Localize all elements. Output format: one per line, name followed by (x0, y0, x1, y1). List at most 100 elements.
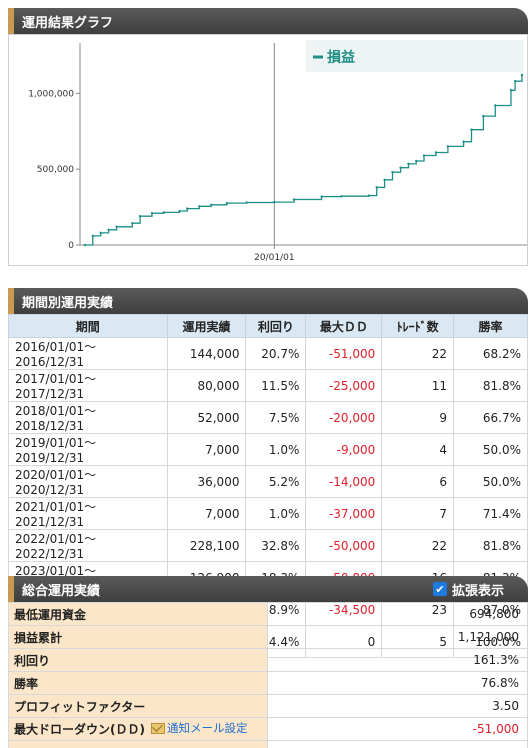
period-panel-title: 期間別運用実績 (22, 295, 114, 311)
data-point (482, 114, 485, 118)
summary-label: 勝率 (8, 671, 268, 695)
winrate-cell: 81.8% (453, 369, 528, 402)
data-point (320, 195, 323, 198)
data-point (470, 128, 473, 131)
data-point (131, 221, 134, 225)
max-dd-cell: -51,000 (305, 337, 383, 370)
trades-cell: 22 (381, 529, 455, 562)
data-point (150, 211, 154, 215)
data-point (391, 171, 394, 174)
chart-panel-title: 運用結果グラフ (22, 15, 114, 31)
data-point (494, 104, 497, 107)
data-point (513, 80, 517, 83)
summary-row: プロフィットファクター 3.50 (8, 694, 528, 718)
summary-label-text: 損益累計 (14, 630, 63, 645)
data-point (91, 234, 94, 238)
data-point (186, 207, 189, 210)
period-panel-header: 期間別運用実績 (8, 288, 528, 314)
period-row: 2019/01/01～2019/12/31 7,000 1.0% -9,000 4 50.… (8, 433, 528, 466)
data-point (383, 178, 386, 181)
period-cell: 2019/01/01～2019/12/31 (8, 433, 168, 466)
summary-label-text: 最低運用資金 (14, 607, 87, 622)
result-cell: 144,000 (166, 337, 247, 370)
summary-label: 最低運用資金 (8, 602, 268, 626)
winrate-cell: 66.7% (453, 401, 528, 434)
data-point (434, 151, 438, 154)
summary-value: 76.8% (267, 671, 528, 695)
data-point (509, 88, 513, 92)
summary-label: プロフィットファクター (8, 694, 268, 718)
period-row: 2020/01/01～2020/12/31 36,000 5.2% -14,000 6 5… (8, 465, 528, 498)
data-point (198, 205, 201, 208)
trades-cell: 22 (381, 337, 455, 370)
data-point (178, 209, 181, 213)
yield-cell: 1.0% (245, 497, 307, 530)
chart-svg: 0 500,000 1,000,000 20/01/01 損益 (28, 40, 527, 263)
period-cell: 2017/01/01～2017/12/31 (8, 369, 168, 402)
summary-value: 161.3% (267, 648, 528, 672)
result-cell: 7,000 (166, 497, 247, 530)
legend-label: 損益 (327, 49, 355, 66)
summary-value: 1,121,000 (267, 625, 528, 649)
winrate-cell: 50.0% (453, 465, 528, 498)
data-point (375, 186, 378, 189)
data-point (422, 154, 426, 157)
chart-panel-header: 運用結果グラフ (8, 8, 528, 34)
summary-label-text: プロフィットファクター (14, 699, 146, 714)
max-dd-cell: -9,000 (305, 433, 383, 466)
result-cell: 7,000 (166, 433, 247, 466)
summary-label-text: 利回り (14, 653, 51, 668)
winrate-cell: 81.8% (453, 529, 528, 562)
data-point (399, 166, 402, 169)
trades-cell: 7 (381, 497, 455, 530)
result-cell: 52,000 (166, 401, 247, 434)
data-point (99, 231, 102, 235)
yield-cell: 1.0% (245, 433, 307, 466)
summary-panel-header: 総合運用実績 ✔ 拡張表示 (8, 576, 528, 602)
summary-row: 最低運用資金 694,800 (8, 602, 528, 626)
header-accent (8, 288, 14, 314)
period-cell: 2016/01/01～2016/12/31 (8, 337, 168, 370)
mail-icon (150, 722, 165, 734)
y-tick-label: 500,000 (37, 165, 74, 175)
period-cell: 2021/01/01～2021/12/31 (8, 497, 168, 530)
data-point (415, 159, 418, 163)
data-point (83, 243, 87, 247)
notify-mail-link[interactable]: 通知メール設定 (150, 720, 247, 736)
period-row: 2016/01/01～2016/12/31 144,000 20.7% -51,000… (8, 337, 528, 370)
summary-label-text: 勝率 (14, 676, 39, 691)
y-tick-label: 1,000,000 (28, 89, 74, 99)
data-point (446, 145, 450, 148)
data-point (225, 201, 229, 205)
data-point (115, 225, 118, 229)
trades-cell: 6 (381, 465, 455, 498)
summary-row (8, 740, 528, 748)
max-dd-cell: -14,000 (305, 465, 383, 498)
summary-label: 損益累計 (8, 625, 268, 649)
winrate-cell: 68.2% (453, 337, 528, 370)
yield-cell: 7.5% (245, 401, 307, 434)
data-point (367, 194, 371, 197)
col-yield: 利回り (245, 314, 307, 338)
col-trades: ﾄﾚｰﾄﾞ数 (381, 314, 455, 338)
summary-row: 最大ドローダウン(ＤＤ) 通知メール設定 -51,000 (8, 717, 528, 741)
summary-panel-title: 総合運用実績 (22, 583, 101, 599)
col-max-dd: 最大ＤＤ (305, 314, 383, 338)
summary-value: -51,000 (267, 717, 528, 741)
series-line-profit (85, 75, 523, 246)
winrate-cell: 50.0% (453, 433, 528, 466)
period-cell: 2018/01/01～2018/12/31 (8, 401, 168, 434)
data-point (107, 228, 110, 232)
result-cell: 36,000 (166, 465, 247, 498)
period-table-header: 期間 運用実績 利回り 最大ＤＤ ﾄﾚｰﾄﾞ数 勝率 (8, 314, 528, 338)
period-row: 2018/01/01～2018/12/31 52,000 7.5% -20,000 9 6… (8, 401, 528, 434)
yield-cell: 5.2% (245, 465, 307, 498)
expand-checkbox[interactable]: ✔ (432, 582, 447, 596)
expand-toggle[interactable]: ✔ 拡張表示 (432, 580, 504, 599)
summary-label: 最大ドローダウン(ＤＤ) 通知メール設定 (8, 717, 268, 741)
max-dd-cell: -50,000 (305, 529, 383, 562)
summary-label-text: 最大ドローダウン(ＤＤ) (14, 722, 145, 737)
data-point (273, 200, 276, 204)
expand-label: 拡張表示 (451, 583, 504, 599)
summary-value (267, 740, 528, 748)
